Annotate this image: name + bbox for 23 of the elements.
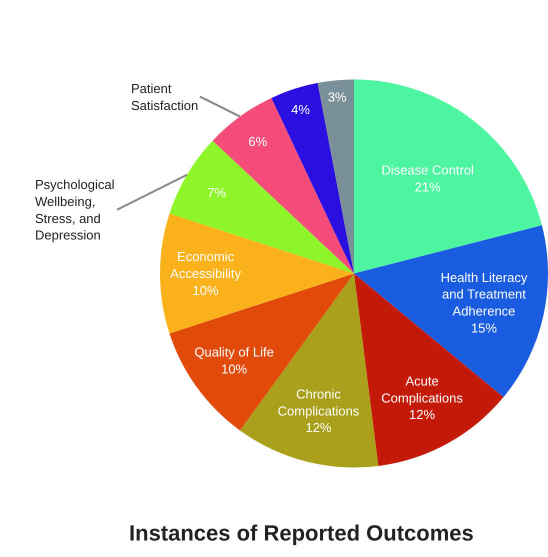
- text: Instances of Reported Outcomes: [129, 520, 474, 546]
- slice-label: Health Literacy and Treatment Adherence: [440, 270, 528, 319]
- pie-slice: [160, 214, 354, 334]
- slice-label: Chronic Complications: [278, 386, 360, 418]
- data-label: 21%: [414, 179, 442, 194]
- slice-label: Quality of Life: [194, 344, 274, 360]
- data-label: 12%: [305, 420, 332, 436]
- pie-slice: [271, 82, 354, 274]
- slice-label: Economic Accessibility: [170, 249, 242, 281]
- data-label: 12%: [409, 407, 436, 422]
- slice-label: Patient Satisfaction: [131, 81, 198, 113]
- slice-label: Psychological Wellbeing, Stress, and Depression: [35, 177, 115, 243]
- data-label: 4%: [291, 102, 310, 118]
- slice-label: Disease Control: [381, 162, 474, 178]
- slice-label: Acute Complications: [381, 373, 464, 406]
- data-label: 15%: [470, 320, 498, 336]
- data-label: 10%: [192, 282, 219, 298]
- data-label: 3%: [328, 89, 347, 104]
- data-label: 7%: [207, 184, 227, 200]
- pie-slice: [318, 80, 354, 274]
- pie-slice: [354, 80, 542, 274]
- data-label: 10%: [221, 362, 248, 377]
- data-label: 6%: [248, 134, 268, 149]
